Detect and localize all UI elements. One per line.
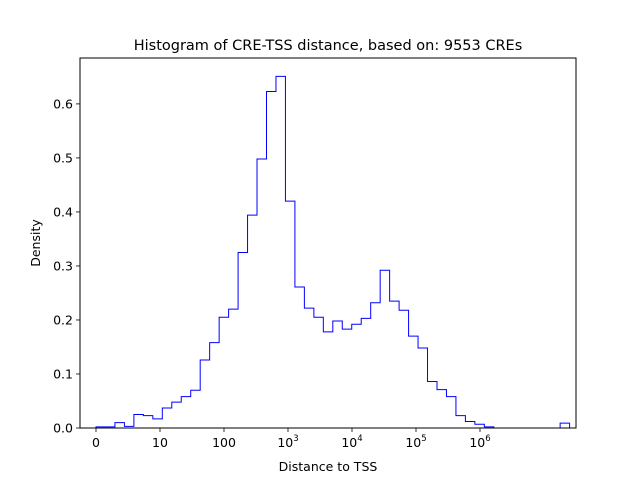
x-tick-label: 10: [152, 435, 168, 450]
histogram-bar: [437, 390, 446, 428]
x-tick-label: 104: [341, 434, 362, 450]
histogram-bar: [219, 317, 228, 428]
y-tick-label: 0.0: [53, 421, 73, 436]
histogram-bar: [115, 423, 124, 428]
histogram-bar: [352, 324, 361, 428]
x-tick-label: 100: [212, 435, 236, 450]
histogram-bar: [267, 91, 276, 428]
histogram-bar: [304, 308, 313, 428]
histogram-bar: [200, 360, 209, 428]
y-tick-label: 0.1: [53, 366, 73, 381]
histogram-bar: [191, 390, 200, 428]
y-tick-label: 0.4: [53, 204, 73, 219]
y-axis: 0.0 0.1 0.2 0.3 0.4 0.5 0.6: [53, 96, 80, 436]
histogram-bar: [210, 343, 219, 428]
histogram-bar: [446, 397, 455, 428]
histogram-bar: [380, 270, 389, 428]
histogram-bar: [323, 332, 332, 428]
histogram-bar: [409, 336, 418, 428]
histogram-bar: [285, 201, 294, 428]
x-tick-label: 106: [469, 434, 490, 450]
y-tick-label: 0.2: [53, 312, 73, 327]
histogram-bar: [361, 318, 370, 428]
plot-layer: [95, 75, 571, 429]
histogram-bar: [238, 252, 247, 428]
y-tick-label: 0.3: [53, 258, 73, 273]
histogram-bar: [475, 424, 484, 428]
histogram-bar: [153, 419, 162, 428]
histogram-bar: [342, 329, 351, 428]
histogram-bar: [399, 310, 408, 428]
y-axis-label: Density: [28, 219, 43, 267]
y-tick-label: 0.6: [53, 96, 73, 111]
x-tick-label: 0: [92, 435, 100, 450]
histogram-bar: [418, 348, 427, 428]
histogram-bar: [248, 215, 257, 428]
histogram-bar: [172, 402, 181, 428]
histogram-bar: [181, 397, 190, 428]
x-tick-label: 103: [277, 434, 298, 450]
histogram-bar: [276, 76, 285, 428]
x-axis-label: Distance to TSS: [279, 459, 378, 474]
histogram-bar: [314, 317, 323, 428]
histogram-bar: [333, 321, 342, 428]
y-tick-label: 0.5: [53, 150, 73, 165]
histogram-bar: [560, 423, 569, 428]
histogram-bar: [162, 408, 171, 428]
x-tick-label: 105: [405, 434, 426, 450]
histogram-bar: [456, 416, 465, 428]
histogram-bar: [295, 287, 304, 428]
x-axis: 0 10 100 103 104 105 106: [92, 428, 491, 450]
histogram-bar: [390, 301, 399, 428]
histogram-bar: [428, 382, 437, 428]
histogram-bar: [143, 416, 152, 428]
histogram-bar: [465, 422, 474, 428]
histogram-outline: [95, 75, 571, 429]
chart-title: Histogram of CRE-TSS distance, based on:…: [134, 38, 523, 54]
histogram-bar: [371, 303, 380, 428]
histogram-bar: [134, 415, 143, 429]
histogram-bar: [257, 159, 266, 428]
plot-frame: [79, 57, 577, 429]
histogram-bar: [229, 309, 238, 428]
